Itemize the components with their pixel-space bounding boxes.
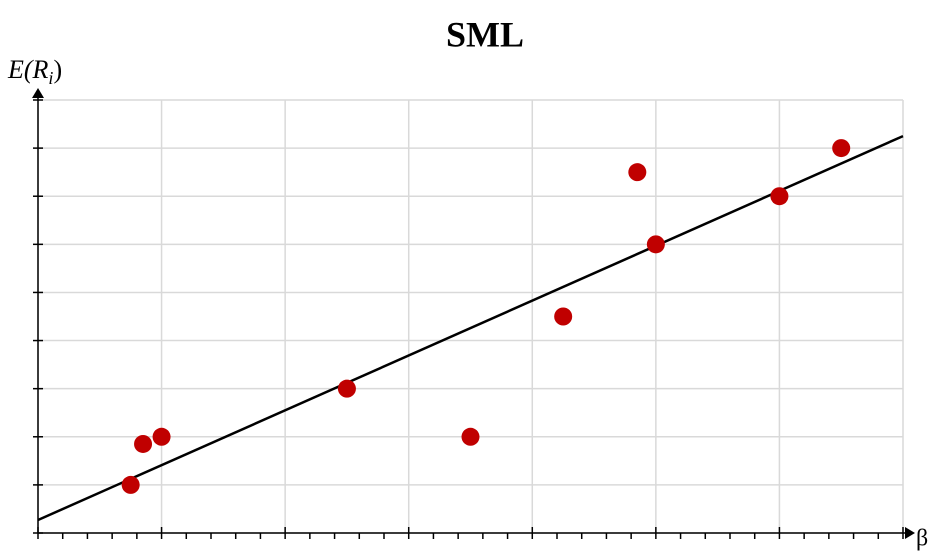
data-point (628, 163, 647, 182)
y-arrow (32, 88, 44, 98)
y-label-main: E(R (7, 55, 49, 84)
data-point (337, 379, 356, 398)
y-label-close: ) (53, 55, 62, 84)
data-point (134, 434, 153, 453)
data-point (121, 475, 140, 494)
data-point (646, 235, 665, 254)
x-arrow (905, 527, 915, 539)
sml-line (37, 134, 904, 522)
data-point (832, 139, 851, 158)
data-point (554, 307, 573, 326)
data-point (770, 187, 789, 206)
chart-title: SML (446, 14, 524, 54)
data-point (152, 427, 171, 446)
data-point (461, 427, 480, 446)
y-label-sub: i (48, 68, 53, 88)
y-axis-label: E(Ri) (7, 55, 62, 88)
x-axis-label: β (916, 526, 928, 552)
